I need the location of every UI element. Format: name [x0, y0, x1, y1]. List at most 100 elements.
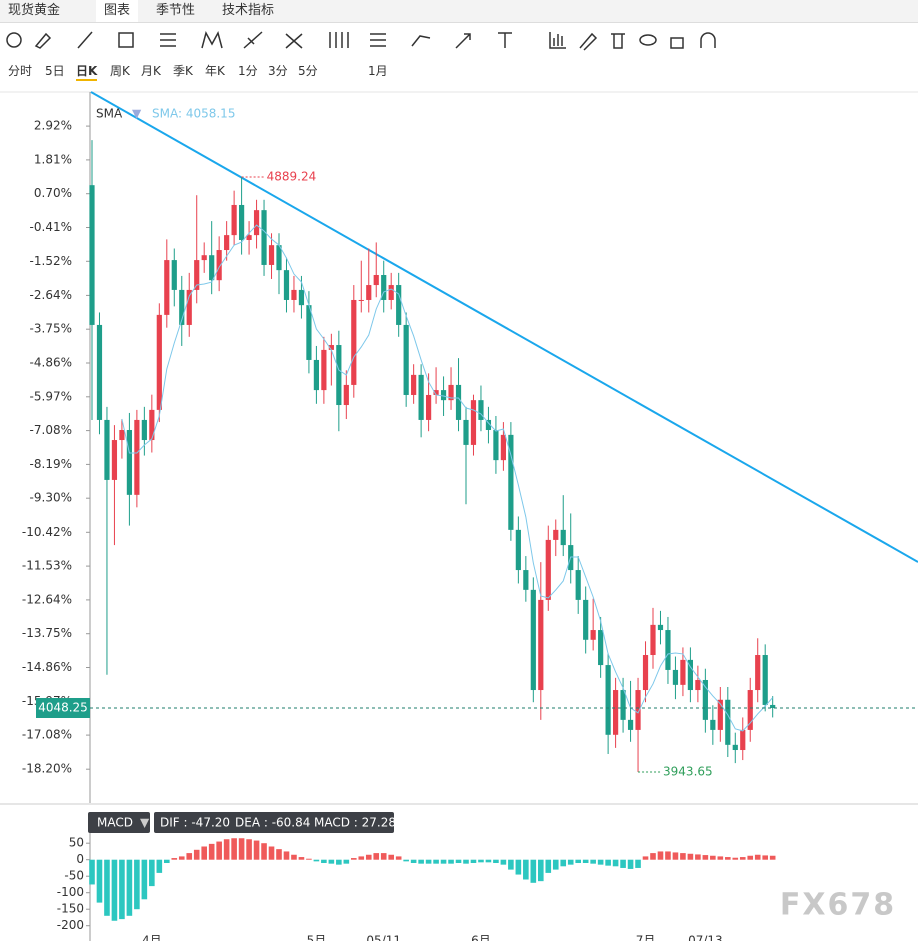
- x-tick-label: 4月: [142, 934, 162, 941]
- tab[interactable]: 图表: [96, 0, 139, 22]
- macd-bar: [710, 855, 716, 860]
- macd-bar: [650, 853, 656, 860]
- macd-bar: [575, 859, 581, 864]
- macd-bar: [739, 857, 746, 860]
- macd-bar: [754, 854, 761, 860]
- macd-bar: [261, 843, 267, 860]
- macd-bar: [171, 858, 178, 860]
- period-button[interactable]: 年K: [205, 64, 225, 78]
- macd-bar: [769, 855, 776, 860]
- macd-bar: [156, 859, 163, 873]
- tool-icon[interactable]: [498, 32, 512, 48]
- candle-body: [396, 285, 402, 325]
- macd-bar: [463, 859, 469, 864]
- y-tick-label: 0.70%: [34, 186, 72, 200]
- candle-body: [246, 235, 252, 240]
- tool-icon[interactable]: [285, 33, 303, 49]
- tool-icon[interactable]: [243, 31, 263, 49]
- macd-bar: [208, 843, 215, 860]
- tool-icon[interactable]: [118, 32, 134, 48]
- tool-icon[interactable]: [455, 33, 471, 49]
- period-button[interactable]: 3分: [268, 64, 288, 78]
- macd-name-box[interactable]: [88, 812, 150, 833]
- tool-icon[interactable]: [670, 37, 684, 49]
- candle-body: [598, 630, 604, 666]
- candle-body: [665, 630, 671, 670]
- macd-bar: [657, 851, 664, 860]
- y-tick-label: -7.08%: [30, 423, 72, 437]
- tab: 现货黄金: [8, 3, 61, 18]
- tool-icon[interactable]: [549, 32, 566, 49]
- macd-bar: [268, 846, 275, 860]
- macd-bar: [508, 859, 514, 870]
- macd-bar: [253, 840, 260, 860]
- macd-tick-label: -150: [57, 902, 84, 916]
- tool-icon[interactable]: [700, 32, 716, 48]
- tool-icon[interactable]: [201, 30, 223, 49]
- tab[interactable]: 技术指标: [222, 3, 275, 18]
- candle-body: [96, 324, 103, 420]
- tool-icon[interactable]: [611, 33, 625, 49]
- tool-icon[interactable]: [77, 31, 93, 49]
- candle-body: [119, 429, 125, 441]
- macd-bar: [425, 859, 432, 864]
- low-mark-label: 3943.65: [663, 764, 713, 778]
- macd-bar: [111, 859, 118, 921]
- candle-body: [755, 655, 761, 691]
- candle-body: [261, 210, 267, 265]
- candle-body: [620, 690, 626, 720]
- macd-bar: [291, 854, 297, 860]
- tool-icon[interactable]: [160, 33, 176, 47]
- tab-bar: 现货黄金 图表 季节性 技术指标: [0, 0, 918, 23]
- y-tick-label: -13.75%: [22, 626, 72, 640]
- period-button[interactable]: 5分: [298, 64, 318, 78]
- candle-body: [642, 655, 649, 691]
- macd-arrow[interactable]: ▼: [140, 816, 150, 830]
- period-button[interactable]: 日K: [76, 62, 98, 81]
- macd-bar: [530, 859, 537, 883]
- candle-body: [770, 704, 776, 708]
- range-button[interactable]: 1月: [368, 64, 388, 78]
- macd-values-box: [154, 812, 394, 833]
- macd-bar: [665, 851, 671, 860]
- macd-value: MACD : 27.28: [314, 816, 396, 830]
- period-button[interactable]: 1分: [238, 64, 258, 78]
- macd-bar: [336, 859, 342, 865]
- tool-icon[interactable]: [411, 35, 431, 47]
- period-button[interactable]: 5日: [45, 64, 65, 78]
- candle-body: [455, 384, 462, 420]
- macd-bar: [89, 859, 95, 885]
- period-button[interactable]: 周K: [110, 64, 130, 78]
- candle-body: [336, 345, 342, 406]
- tool-icon[interactable]: [639, 34, 657, 46]
- x-tick-label: 6月: [471, 934, 491, 941]
- tool-icon[interactable]: [329, 32, 349, 48]
- tool-icon[interactable]: [579, 32, 598, 51]
- y-tick-label: -17.08%: [22, 728, 72, 742]
- candle-body: [268, 245, 275, 265]
- period-button[interactable]: 分时: [8, 64, 33, 78]
- candle-body: [650, 624, 656, 656]
- candle-body: [126, 429, 132, 495]
- high-mark-label: 4889.24: [267, 169, 317, 183]
- macd-bar: [635, 859, 641, 868]
- macd-bar: [515, 859, 522, 875]
- candle-body: [695, 679, 701, 691]
- sma-arrow[interactable]: ▼: [132, 107, 142, 121]
- period-button[interactable]: 季K: [173, 64, 193, 78]
- macd-bar: [687, 853, 694, 860]
- tool-icon[interactable]: [6, 32, 22, 48]
- macd-bar: [126, 859, 133, 916]
- macd-bar: [672, 852, 679, 860]
- macd-bar: [201, 846, 207, 860]
- macd-bar: [388, 854, 394, 860]
- candle-body: [470, 400, 477, 445]
- tab[interactable]: 季节性: [156, 3, 196, 18]
- macd-bar: [455, 859, 462, 864]
- period-button[interactable]: 月K: [141, 64, 161, 78]
- candle-body: [740, 729, 746, 751]
- tool-icon[interactable]: [370, 33, 386, 47]
- candle-body: [253, 210, 260, 236]
- tool-icon[interactable]: [34, 32, 52, 49]
